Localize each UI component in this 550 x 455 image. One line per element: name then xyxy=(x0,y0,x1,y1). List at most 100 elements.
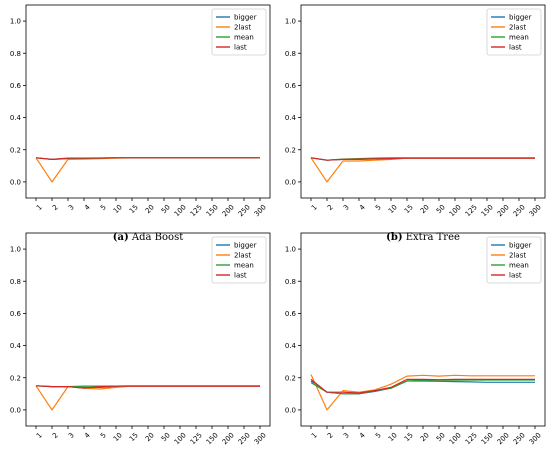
x-tick-label: 125 xyxy=(464,431,479,446)
x-tick-label: 10 xyxy=(387,431,399,443)
chart-panel-2: 0.0 0.2 0.4 0.6 0.8 1.0 1 2 3 4 5 10 15 20 50 100 125 150… xyxy=(285,4,546,243)
x-tick-label: 100 xyxy=(448,203,463,218)
x-tick-label: 15 xyxy=(403,431,415,443)
y-tick-label: 1.0 xyxy=(10,246,21,254)
x-tick-label: 4 xyxy=(83,431,92,440)
legend-box xyxy=(211,8,267,56)
legend-label-bigger: bigger xyxy=(234,242,257,250)
x-tick-label: 15 xyxy=(128,203,140,215)
y-tick-label: 1.0 xyxy=(285,18,296,26)
x-tick-label: 50 xyxy=(160,203,172,215)
y-tick-label: 0.8 xyxy=(285,50,296,58)
x-tick-label: 2 xyxy=(326,431,335,440)
series-line-2last xyxy=(310,374,535,411)
x-tick-label: 5 xyxy=(99,203,108,212)
chart-panel-3: 0.0 0.2 0.4 0.6 0.8 1.0 1 2 3 4 5 10 15 20 50 100 125 150… xyxy=(10,232,271,446)
x-tick-label: 5 xyxy=(374,431,383,440)
x-tick-label: 250 xyxy=(512,203,527,218)
caption-letter: (b) xyxy=(386,232,402,243)
chart-panel-4: 0.0 0.2 0.4 0.6 0.8 1.0 1 2 3 4 5 10 15 20 50 100 125 150… xyxy=(285,232,546,446)
x-tick-label: 4 xyxy=(358,203,367,212)
x-tick-label: 1 xyxy=(310,431,319,440)
x-tick-label: 1 xyxy=(310,203,319,212)
y-tick-label: 0.4 xyxy=(285,114,297,122)
x-tick-label: 3 xyxy=(342,203,351,212)
x-tick-label: 125 xyxy=(464,203,479,218)
x-tick-label: 150 xyxy=(480,203,495,218)
legend-label-last: last xyxy=(234,44,247,52)
legend-box xyxy=(486,236,542,284)
y-tick-label: 1.0 xyxy=(285,246,296,254)
x-tick-label: 1 xyxy=(35,431,44,440)
x-tick-label: 20 xyxy=(419,203,431,215)
x-tick-label: 300 xyxy=(253,203,268,218)
x-tick-label: 300 xyxy=(528,203,543,218)
legend-label-2last: 2last xyxy=(509,24,526,32)
y-tick-label: 0.4 xyxy=(285,342,297,350)
legend-label-bigger: bigger xyxy=(509,14,532,22)
legend-label-bigger: bigger xyxy=(234,14,257,22)
x-tick-label: 15 xyxy=(128,431,140,443)
x-tick-label: 200 xyxy=(496,203,511,218)
y-tick-label: 0.6 xyxy=(10,310,22,318)
x-tick-label: 4 xyxy=(358,431,367,440)
y-tick-label: 0.8 xyxy=(285,278,296,286)
legend-label-2last: 2last xyxy=(234,24,251,32)
y-tick-label: 0.8 xyxy=(10,278,21,286)
x-tick-label: 20 xyxy=(144,203,156,215)
y-tick-label: 0.2 xyxy=(285,146,296,154)
x-tick-label: 200 xyxy=(221,203,236,218)
caption-text: Ada Boost xyxy=(129,232,183,243)
x-tick-label: 1 xyxy=(35,203,44,212)
y-tick-label: 1.0 xyxy=(10,18,21,26)
x-tick-label: 200 xyxy=(496,431,511,446)
series-line-last xyxy=(310,378,535,394)
caption-letter: (a) xyxy=(113,232,129,243)
y-tick-label: 0.4 xyxy=(10,342,22,350)
y-tick-label: 0.0 xyxy=(10,406,21,414)
series-line-last xyxy=(35,157,260,160)
y-tick-label: 0.0 xyxy=(285,178,296,186)
x-tick-label: 10 xyxy=(387,203,399,215)
legend-label-mean: mean xyxy=(509,34,529,42)
x-tick-label: 300 xyxy=(253,431,268,446)
legend-label-last: last xyxy=(234,272,247,280)
x-tick-label: 4 xyxy=(83,203,92,212)
x-tick-label: 20 xyxy=(419,431,431,443)
x-tick-label: 2 xyxy=(51,203,60,212)
x-tick-label: 250 xyxy=(512,431,527,446)
chart-panel-1: 0.0 0.2 0.4 0.6 0.8 1.0 1 2 3 4 5 10 15 20 50 100 125 150… xyxy=(10,4,271,243)
y-tick-label: 0.6 xyxy=(285,310,297,318)
x-tick-label: 15 xyxy=(403,203,415,215)
x-tick-label: 3 xyxy=(67,203,76,212)
panel-caption: (a) Ada Boost xyxy=(113,232,183,243)
x-tick-label: 2 xyxy=(326,203,335,212)
x-tick-label: 5 xyxy=(374,203,383,212)
y-tick-label: 0.2 xyxy=(10,374,21,382)
x-tick-label: 200 xyxy=(221,431,236,446)
x-tick-label: 50 xyxy=(435,203,447,215)
x-tick-label: 100 xyxy=(173,203,188,218)
x-tick-label: 125 xyxy=(189,203,204,218)
series-line-2last xyxy=(310,157,535,183)
x-tick-label: 250 xyxy=(237,431,252,446)
legend-label-last: last xyxy=(509,272,522,280)
x-tick-label: 50 xyxy=(160,431,172,443)
series-line-2last xyxy=(35,385,260,411)
y-tick-label: 0.2 xyxy=(285,374,296,382)
legend-label-mean: mean xyxy=(509,262,529,270)
series-line-last xyxy=(35,385,260,389)
x-tick-label: 20 xyxy=(144,431,156,443)
legend-label-2last: 2last xyxy=(509,252,526,260)
y-tick-label: 0.0 xyxy=(10,178,21,186)
y-tick-label: 0.2 xyxy=(10,146,21,154)
y-tick-label: 0.6 xyxy=(10,82,22,90)
x-tick-label: 100 xyxy=(448,431,463,446)
x-tick-label: 150 xyxy=(205,431,220,446)
x-tick-label: 50 xyxy=(435,431,447,443)
panel-caption: (b) Extra Tree xyxy=(386,232,460,243)
x-tick-label: 150 xyxy=(205,203,220,218)
caption-text: Extra Tree xyxy=(403,232,460,243)
series-line-last xyxy=(310,157,535,161)
